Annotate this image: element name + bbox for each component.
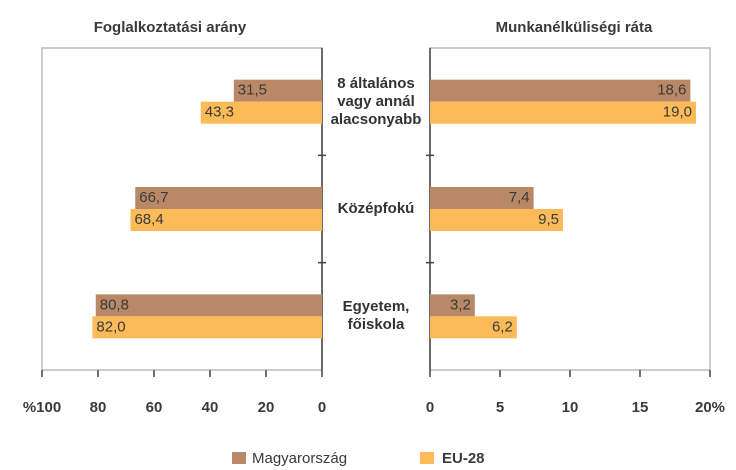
x-tick-label: 20%	[695, 399, 725, 416]
category-label: Egyetem, főiskola	[342, 298, 410, 334]
value-label: 18,6	[657, 82, 686, 99]
bar	[430, 187, 534, 209]
value-label: 80,8	[100, 296, 129, 313]
bar	[200, 101, 322, 124]
value-label: 6,2	[492, 318, 513, 335]
chart-title: Foglalkoztatási arány	[94, 19, 247, 36]
x-tick-label: 40	[202, 399, 219, 416]
legend-label: EU-28	[442, 450, 485, 467]
value-label: 43,3	[205, 104, 234, 121]
category-label: 8 általános vagy annál alacsonyabb	[330, 74, 422, 128]
bar	[430, 294, 475, 317]
x-tick-label: 0	[426, 399, 434, 416]
bar	[430, 101, 696, 124]
bar	[95, 294, 322, 317]
value-label: 9,5	[538, 211, 559, 228]
x-tick-label: 0	[318, 399, 326, 416]
value-label: 66,7	[139, 189, 168, 206]
x-tick-label: 15	[632, 399, 649, 416]
bar	[430, 79, 691, 102]
value-label: 7,4	[509, 189, 530, 206]
x-tick-label: 20	[258, 399, 275, 416]
value-label: 31,5	[238, 82, 267, 99]
legend-swatch	[420, 452, 434, 464]
x-tick-label: 10	[562, 399, 579, 416]
x-tick-label: 60	[146, 399, 163, 416]
bar	[130, 209, 322, 231]
bar	[430, 209, 563, 231]
x-tick-label: 5	[496, 399, 504, 416]
category-label: Középfokú	[337, 200, 415, 217]
value-label: 19,0	[663, 104, 692, 121]
bar	[430, 316, 517, 339]
bar	[135, 187, 322, 209]
legend-swatch	[232, 452, 246, 464]
bar	[233, 79, 322, 102]
value-label: 68,4	[134, 211, 163, 228]
value-label: 3,2	[450, 296, 471, 313]
bar	[92, 316, 323, 339]
chart-title: Munkanélküliségi ráta	[496, 19, 653, 36]
value-label: 82,0	[96, 318, 125, 335]
x-tick-label: 80	[90, 399, 107, 416]
x-tick-label: %100	[23, 399, 61, 416]
legend-label: Magyarország	[252, 450, 347, 467]
